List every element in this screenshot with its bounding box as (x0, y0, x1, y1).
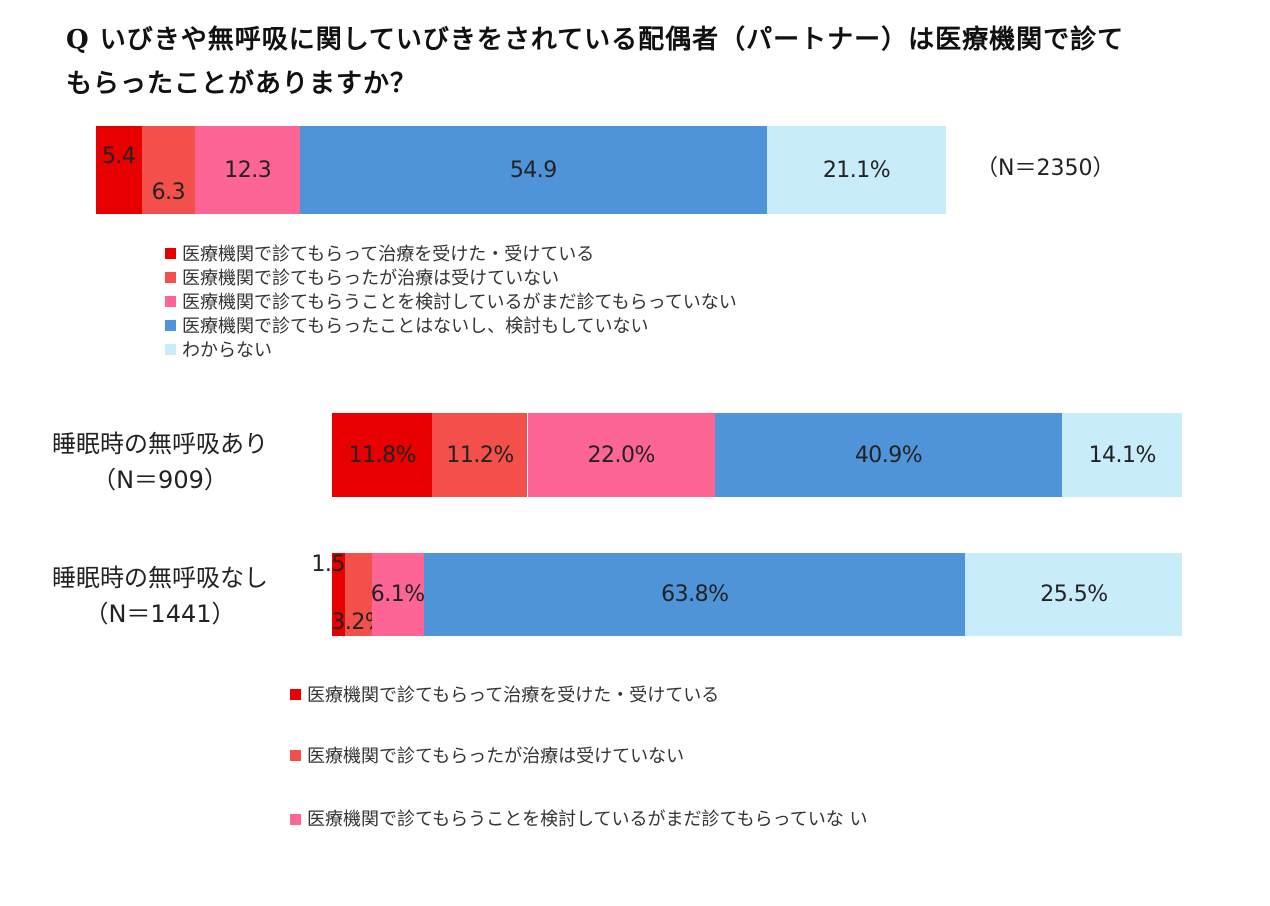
data-label: 11.2% (446, 442, 514, 468)
total-stacked-bar: 5.4 6.3 12.3 54.9 21.1% (96, 126, 946, 214)
data-label: 22.0% (587, 442, 656, 468)
total-n-label: （N＝2350） (976, 156, 1115, 181)
data-label: 25.5% (1040, 582, 1108, 607)
row-label-apnea-yes: 睡眠時の無呼吸あり （N＝909） (30, 426, 290, 498)
bar-segment (766, 126, 946, 214)
legend-label: 医療機関で診てもらって治療を受けた・受けている (307, 685, 720, 706)
data-label: 14.1% (1088, 442, 1157, 468)
legend-swatch-icon (290, 814, 301, 825)
bar-segment (300, 126, 768, 214)
bar-segment (527, 413, 716, 497)
legend-swatch-icon (290, 749, 301, 761)
bar-segment (423, 553, 967, 636)
data-label: 63.8% (661, 582, 729, 607)
data-label: 21.1% (822, 157, 891, 183)
legend-item: 医療機関で診てもらって治療を受けた・受けている (165, 240, 594, 266)
legend-swatch-icon (165, 271, 176, 283)
legend-label: 医療機関で診てもらって治療を受けた・受けている (182, 244, 595, 265)
row-label-apnea-no: 睡眠時の無呼吸なし （N＝1441） (30, 560, 290, 632)
legend-item: 医療機関で診てもらうことを検討しているがまだ診てもらっていない (165, 288, 737, 314)
legend-swatch-icon (165, 319, 176, 331)
row-n-label: （N＝909） (92, 466, 228, 494)
bar-segment (195, 126, 301, 214)
apnea-no-stacked-bar: 1.5% 3.2% 6.1% 63.8% 25.5% (311, 552, 1182, 636)
legend-item: わからない (165, 336, 272, 362)
legend-label: わからない (182, 340, 272, 361)
apnea-yes-stacked-bar: 11.8% 11.2% 22.0% 40.9% 14.1% (332, 413, 1182, 497)
data-label: 12.3 (224, 157, 272, 183)
bar-segment (96, 126, 143, 214)
legend-item: 医療機関で診てもらったことはないし、検討もしていない (165, 312, 649, 338)
legend-swatch-icon (165, 247, 176, 259)
data-label: 54.9 (509, 157, 557, 183)
legend-label: 医療機関で診てもらうことを検討しているがまだ診てもらっていない (182, 292, 737, 313)
data-label: 6.1% (370, 582, 425, 607)
data-label: 40.9% (854, 442, 923, 468)
bar-segment (1062, 413, 1182, 497)
row-n-label: （N＝1441） (84, 600, 236, 628)
data-label: 6.3 (151, 179, 186, 205)
legend-item: 医療機関で診てもらって治療を受けた・受けている (290, 681, 719, 707)
legend-label: 医療機関で診てもらったが治療は受けていない (182, 268, 560, 289)
legend-swatch-icon (290, 688, 301, 700)
legend-item: 医療機関で診てもらったが治療は受けていない (290, 742, 684, 768)
legend-label: 医療機関で診てもらうことを検討しているがまだ診てもらっていな い (307, 809, 868, 830)
legend-swatch-icon (165, 295, 176, 307)
legend-item: 医療機関で診てもらったが治療は受けていない (165, 264, 559, 290)
bar-segment (714, 413, 1064, 497)
question-title-line1: Q いびきや無呼吸に関していびきをされている配偶者（パートナー）は医療機関で診て (66, 25, 1125, 55)
row-name: 睡眠時の無呼吸なし (52, 564, 268, 592)
data-label: 5.4 (101, 143, 136, 169)
bar-segment (371, 553, 425, 636)
legend-swatch-icon (165, 343, 176, 355)
question-title-line2: もらったことがありますか？ (66, 69, 418, 99)
row-name: 睡眠時の無呼吸あり (52, 430, 268, 458)
legend-label: 医療機関で診てもらったが治療は受けていない (307, 746, 685, 767)
question-title: Q いびきや無呼吸に関していびきをされている配偶者（パートナー）は医療機関で診て… (66, 18, 1206, 106)
data-label: 11.8% (348, 442, 417, 468)
bar-segment (965, 553, 1182, 636)
legend-label: 医療機関で診てもらったことはないし、検討もしていない (182, 316, 649, 337)
legend-item: 医療機関で診てもらうことを検討しているがまだ診てもらっていな い (290, 804, 940, 836)
